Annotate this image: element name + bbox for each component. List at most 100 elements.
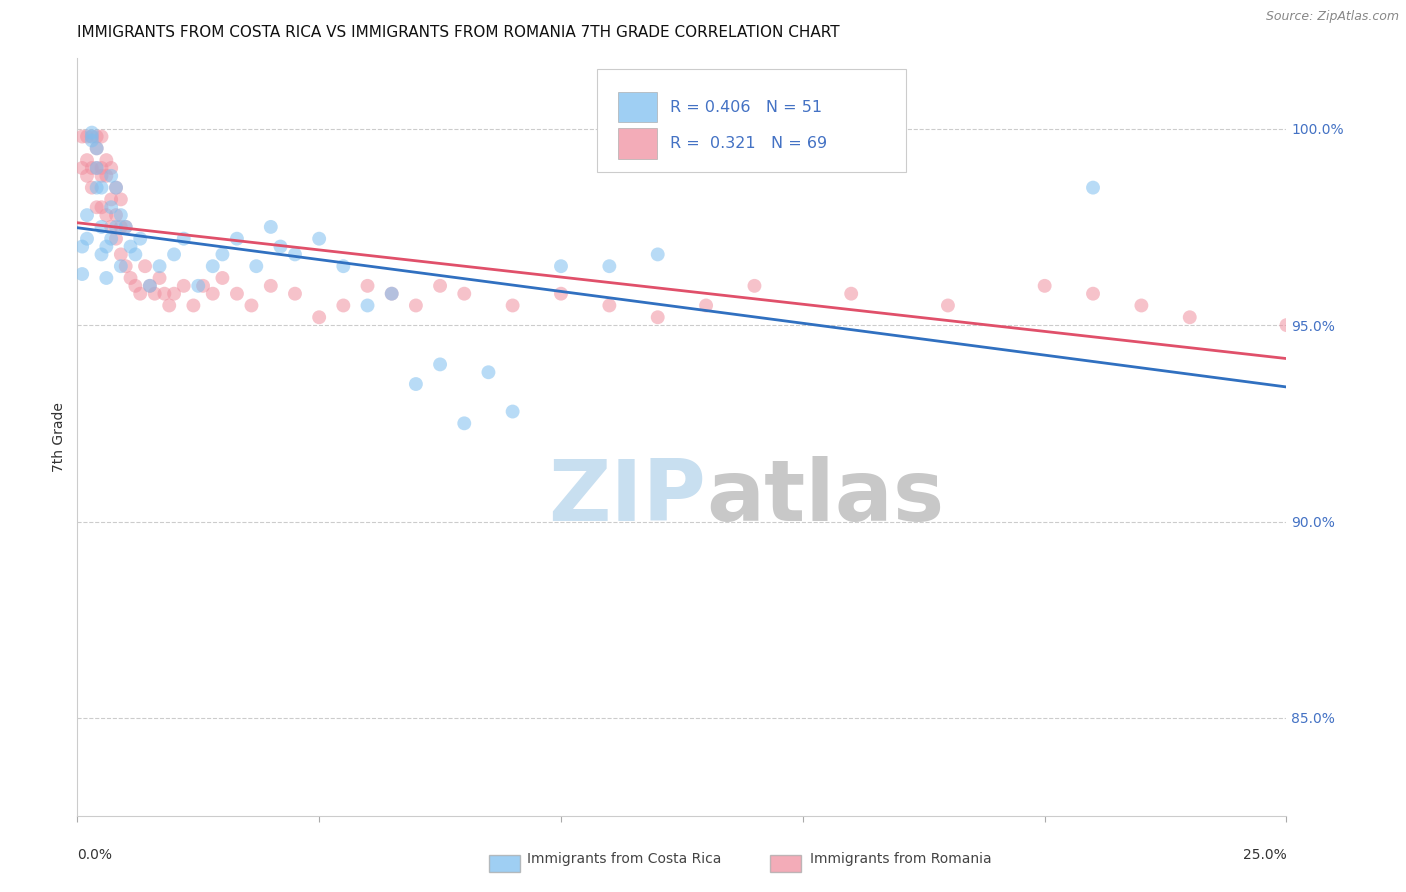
Point xyxy=(86,180,108,194)
Point xyxy=(100,161,122,175)
Point xyxy=(96,239,118,253)
Point xyxy=(502,404,524,418)
Point xyxy=(453,417,475,431)
Point xyxy=(139,278,162,293)
Point xyxy=(187,278,209,293)
Point xyxy=(110,259,132,273)
Point xyxy=(80,126,103,140)
Point xyxy=(173,232,195,246)
Point xyxy=(502,298,524,312)
Point xyxy=(100,219,122,234)
FancyBboxPatch shape xyxy=(617,92,657,122)
Point xyxy=(240,298,263,312)
Point xyxy=(157,298,180,312)
Point xyxy=(1178,310,1201,325)
Point xyxy=(245,259,267,273)
Point xyxy=(114,219,136,234)
Point xyxy=(839,286,862,301)
Point xyxy=(96,169,118,183)
Point xyxy=(80,133,103,147)
Point xyxy=(80,129,103,144)
Text: ZIP: ZIP xyxy=(548,456,706,540)
Point xyxy=(139,278,162,293)
Point xyxy=(308,232,330,246)
Point xyxy=(110,247,132,261)
Point xyxy=(143,286,166,301)
Text: Immigrants from Costa Rica: Immigrants from Costa Rica xyxy=(527,853,721,866)
Point xyxy=(70,267,93,281)
Point xyxy=(226,232,249,246)
Point xyxy=(332,259,354,273)
Point xyxy=(1275,318,1298,332)
Point xyxy=(80,129,103,144)
Point xyxy=(1081,286,1104,301)
Point xyxy=(405,377,427,392)
Point xyxy=(163,286,186,301)
Point xyxy=(477,365,499,379)
Point xyxy=(90,200,112,214)
Point xyxy=(100,232,122,246)
Point xyxy=(744,278,766,293)
Point xyxy=(550,286,572,301)
Point xyxy=(86,161,108,175)
Point xyxy=(429,278,451,293)
Point xyxy=(260,219,283,234)
Point xyxy=(211,271,233,285)
Point xyxy=(70,161,93,175)
Y-axis label: 7th Grade: 7th Grade xyxy=(52,402,66,472)
Point xyxy=(114,259,136,273)
Point xyxy=(96,271,118,285)
Point xyxy=(105,208,128,222)
Point xyxy=(134,259,156,273)
Point xyxy=(90,180,112,194)
Point xyxy=(90,219,112,234)
Point xyxy=(90,169,112,183)
Point xyxy=(90,161,112,175)
Point xyxy=(429,358,451,372)
Point xyxy=(173,278,195,293)
Point xyxy=(550,259,572,273)
Point xyxy=(110,219,132,234)
Text: 25.0%: 25.0% xyxy=(1243,847,1286,862)
Point xyxy=(260,278,283,293)
Point xyxy=(76,208,98,222)
Point xyxy=(453,286,475,301)
Point xyxy=(90,129,112,144)
Point xyxy=(86,141,108,155)
Point xyxy=(120,239,142,253)
Point xyxy=(356,298,378,312)
Point xyxy=(86,129,108,144)
Point xyxy=(80,180,103,194)
Point xyxy=(647,247,669,261)
Point xyxy=(90,247,112,261)
Point xyxy=(76,153,98,168)
Point xyxy=(76,169,98,183)
Text: R = 0.406   N = 51: R = 0.406 N = 51 xyxy=(669,100,823,115)
Point xyxy=(105,180,128,194)
Point xyxy=(114,219,136,234)
Point xyxy=(124,247,146,261)
Text: IMMIGRANTS FROM COSTA RICA VS IMMIGRANTS FROM ROMANIA 7TH GRADE CORRELATION CHAR: IMMIGRANTS FROM COSTA RICA VS IMMIGRANTS… xyxy=(77,25,839,40)
Point xyxy=(284,247,307,261)
Point xyxy=(153,286,176,301)
Point xyxy=(110,193,132,207)
Point xyxy=(647,310,669,325)
Point xyxy=(105,219,128,234)
Point xyxy=(76,129,98,144)
Point xyxy=(183,298,205,312)
Point xyxy=(598,259,620,273)
Point xyxy=(211,247,233,261)
Point xyxy=(70,239,93,253)
Point xyxy=(76,232,98,246)
Point xyxy=(598,298,620,312)
Point xyxy=(191,278,214,293)
Point xyxy=(201,259,224,273)
Point xyxy=(86,161,108,175)
Point xyxy=(269,239,291,253)
Point xyxy=(695,298,717,312)
Point xyxy=(405,298,427,312)
Point xyxy=(129,232,152,246)
Text: 0.0%: 0.0% xyxy=(77,847,112,862)
Text: R =  0.321   N = 69: R = 0.321 N = 69 xyxy=(669,136,827,151)
Point xyxy=(120,271,142,285)
